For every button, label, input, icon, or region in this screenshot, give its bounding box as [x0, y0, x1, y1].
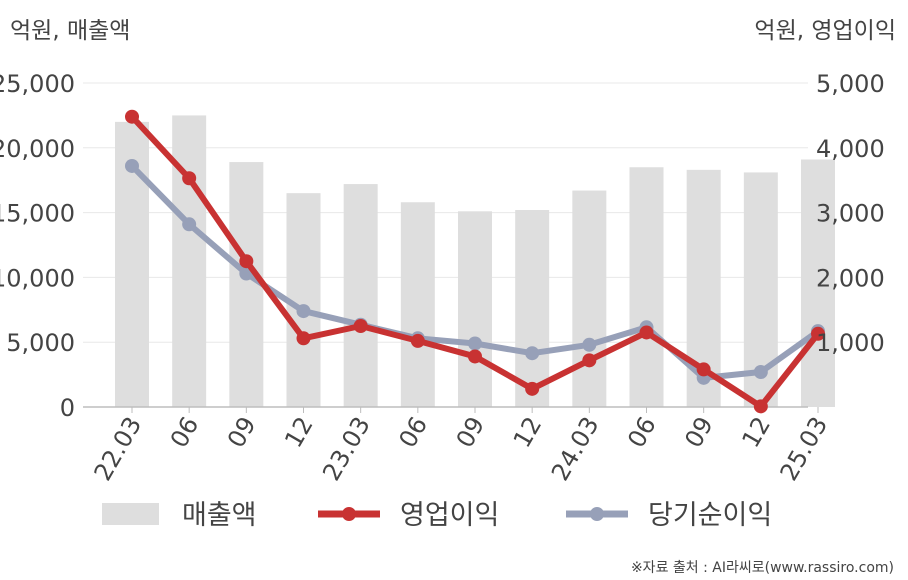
legend-swatch-revenue: [102, 503, 159, 525]
legend-label-revenue: 매출액: [182, 500, 257, 531]
x-tick-label: 12: [508, 412, 548, 452]
source-note: ※자료 출처 : AI라씨로(www.rassiro.com): [631, 560, 894, 576]
legend-label-operating-profit: 영업이익: [400, 500, 499, 531]
point-net-income: [296, 304, 311, 319]
axes: [83, 406, 819, 413]
x-tick-label: 24.03: [546, 412, 605, 486]
point-operating-profit: [239, 254, 254, 269]
x-tick-label: 09: [679, 412, 719, 452]
left-tick-label: 20,000: [0, 135, 75, 163]
left-tick-labels: 0 5,000 10,000 15,000 20,000 25,000: [0, 70, 75, 422]
point-net-income: [468, 336, 482, 351]
point-net-income: [125, 158, 139, 173]
legend-label-net-income: 당기순이익: [648, 500, 772, 531]
x-tick-label: 06: [622, 412, 662, 452]
point-net-income: [182, 217, 197, 232]
x-tick-label: 06: [165, 412, 205, 452]
left-tick-label: 25,000: [0, 70, 75, 98]
x-tick-label: 22.03: [89, 412, 148, 486]
x-tick-label: 06: [394, 412, 434, 452]
point-net-income: [753, 365, 768, 380]
right-tick-label: 5,000: [816, 70, 885, 98]
bar-revenue: [343, 184, 378, 407]
point-operating-profit: [582, 353, 597, 368]
left-axis-title: 억원, 매출액: [10, 18, 130, 44]
bar-revenue: [458, 211, 492, 407]
point-operating-profit: [811, 326, 825, 341]
bar-revenue: [801, 159, 835, 407]
left-tick-label: 0: [60, 394, 75, 422]
x-tick-label: 09: [451, 412, 491, 452]
point-net-income: [582, 337, 597, 352]
profit-lines: [125, 109, 825, 414]
bar-revenue: [515, 210, 550, 407]
x-tick-label: 25.03: [775, 412, 834, 486]
point-operating-profit: [525, 381, 540, 396]
bar-revenue: [400, 202, 435, 407]
point-operating-profit: [639, 325, 654, 340]
left-tick-label: 10,000: [0, 264, 75, 292]
x-tick-label: 23.03: [317, 412, 376, 486]
left-tick-label: 5,000: [6, 329, 75, 357]
legend-marker-net-income: [590, 507, 604, 521]
point-operating-profit: [296, 331, 311, 346]
bar-revenue: [629, 167, 664, 407]
bar-revenue: [172, 115, 207, 408]
x-tick-label: 12: [737, 412, 777, 452]
point-operating-profit: [353, 319, 368, 333]
right-tick-label: 3,000: [816, 200, 885, 228]
point-operating-profit: [696, 362, 711, 377]
right-tick-label: 4,000: [816, 135, 885, 163]
point-operating-profit: [410, 333, 425, 348]
right-tick-label: 1,000: [816, 329, 885, 357]
point-operating-profit: [125, 109, 139, 124]
point-net-income: [525, 346, 540, 361]
point-operating-profit: [753, 399, 768, 414]
point-operating-profit: [468, 349, 482, 364]
bar-revenue: [572, 190, 607, 407]
right-tick-labels: 1,000 2,000 3,000 4,000 5,000: [816, 70, 885, 357]
x-tick-label: 12: [279, 412, 319, 452]
point-operating-profit: [182, 171, 197, 186]
left-tick-label: 15,000: [0, 200, 75, 228]
right-axis-title: 억원, 영업이익: [754, 18, 896, 44]
x-tick-label: 09: [222, 412, 262, 452]
legend-marker-operating-profit: [342, 507, 356, 521]
legend: 매출액 영업이익 당기순이익: [102, 500, 772, 531]
right-tick-label: 2,000: [816, 264, 885, 292]
